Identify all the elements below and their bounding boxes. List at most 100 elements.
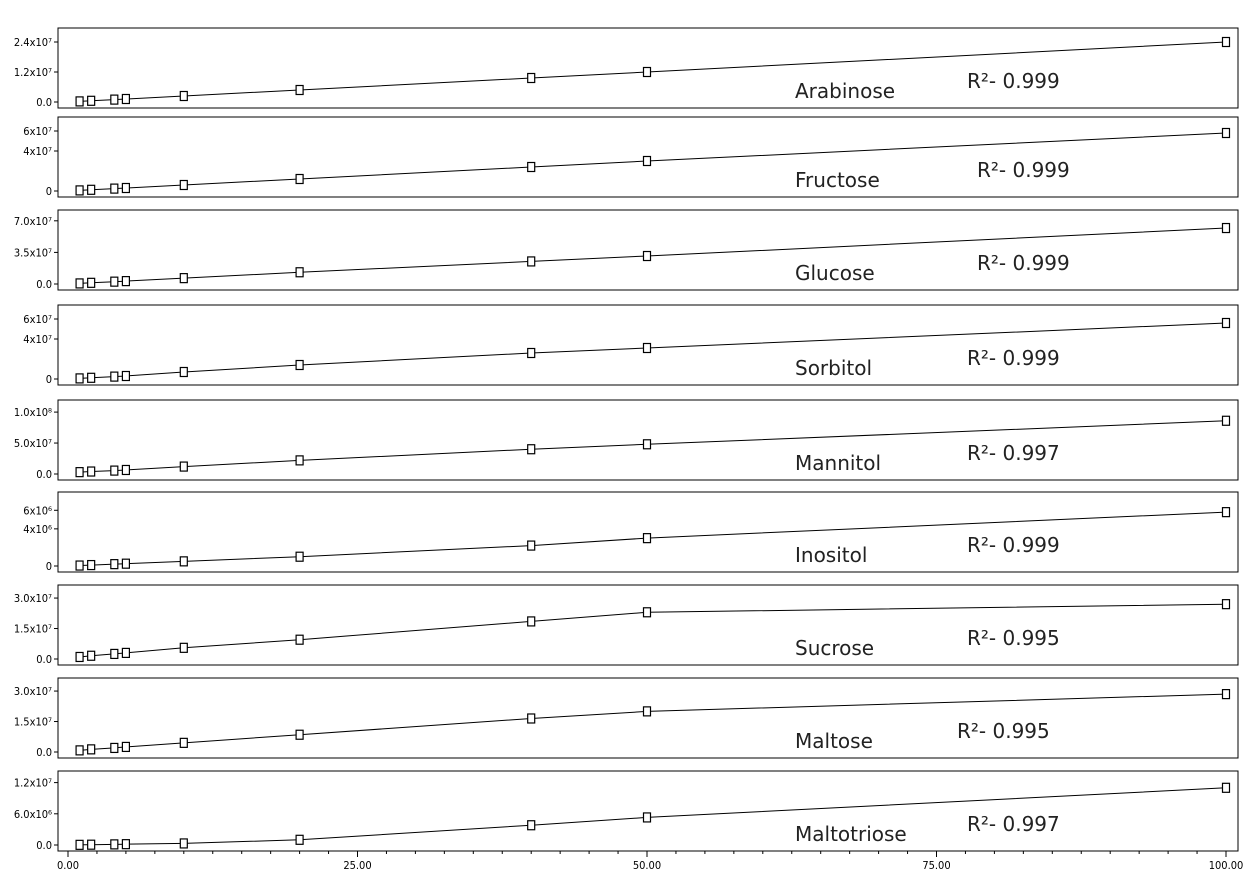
r-squared-label: R²- 0.999 (967, 533, 1060, 557)
data-point (87, 650, 96, 661)
panel-name-label: Mannitol (795, 451, 881, 475)
data-point (110, 648, 119, 660)
x-tick-label: 75.00 (922, 859, 950, 872)
data-point (179, 642, 188, 653)
panel-arabinose: 0.0 1.2x10⁷ 2.4x10⁷ Arabinose R²- 0.999 (14, 27, 1239, 109)
data-point (179, 179, 188, 191)
data-point (527, 256, 536, 267)
y-tick-label: 7.0x10⁷ (14, 215, 52, 228)
panel-name-label: Maltose (795, 729, 873, 753)
r-squared-label: R²- 0.995 (967, 626, 1060, 650)
fit-line (79, 693, 1227, 751)
data-point (179, 737, 188, 748)
x-tick-label: 0.00 (57, 859, 79, 872)
plot-frame (57, 584, 1239, 666)
data-point (295, 455, 304, 466)
data-point (179, 556, 188, 567)
panel-fructose: 0 4x10⁷ 6x10⁷ Fructose R²- 0.999 (23, 116, 1239, 198)
data-point (295, 834, 304, 845)
y-tick-label: 6x10⁶ (23, 504, 52, 517)
data-point (75, 467, 84, 478)
data-point (179, 461, 188, 472)
y-tick-label: 0.0 (36, 468, 52, 481)
data-point (1221, 127, 1231, 139)
data-point (110, 742, 119, 754)
data-point (110, 276, 119, 287)
data-point (75, 560, 84, 571)
y-tick-label: 1.2x10⁷ (14, 66, 52, 79)
panel-sucrose: 0.0 1.5x10⁷ 3.0x10⁷ Sucrose R²- 0.995 (14, 584, 1239, 666)
data-point (121, 276, 131, 287)
panel-name-label: Arabinose (795, 79, 895, 103)
data-point (1221, 415, 1231, 426)
data-point (642, 812, 652, 823)
data-point (295, 729, 304, 740)
data-point (110, 559, 119, 570)
data-point (121, 370, 131, 382)
r-squared-label: R²- 0.995 (957, 719, 1050, 743)
data-point (1221, 222, 1231, 234)
panel-mannitol: 0.0 5.0x10⁷ 1.0x10⁸ Mannitol R²- 0.997 (14, 399, 1239, 481)
y-tick-label: 0.0 (36, 96, 52, 109)
y-tick-label: 4x10⁷ (23, 145, 52, 158)
data-point (87, 95, 96, 106)
y-tick-label: 4x10⁶ (23, 523, 52, 536)
data-point (642, 155, 652, 167)
y-tick-label: 5.0x10⁷ (14, 437, 52, 450)
data-point (121, 93, 131, 105)
data-point (642, 706, 652, 717)
plot-frame (57, 304, 1239, 386)
y-tick-label: 2.4x10⁷ (14, 36, 52, 49)
data-point (121, 647, 131, 659)
data-point (75, 185, 84, 196)
data-point (295, 84, 304, 96)
data-point (75, 278, 84, 289)
data-point (179, 90, 188, 102)
r-squared-label: R²- 0.999 (967, 346, 1060, 370)
r-squared-label: R²- 0.999 (967, 69, 1060, 93)
data-point (1221, 782, 1231, 793)
x-tick-label: 50.00 (633, 859, 661, 872)
panel-glucose: 0.0 3.5x10⁷ 7.0x10⁷ Glucose R²- 0.999 (14, 209, 1239, 291)
data-point (527, 444, 536, 455)
plot-frame (57, 209, 1239, 291)
data-point (1221, 507, 1231, 518)
x-axis: 0.00 25.00 50.00 75.00 100.00 (57, 851, 1243, 872)
data-point (87, 466, 96, 477)
panel-name-label: Fructose (795, 168, 880, 192)
y-tick-label: 6x10⁷ (23, 125, 52, 138)
y-tick-label: 1.5x10⁷ (14, 623, 52, 636)
panel-name-label: Glucose (795, 261, 875, 285)
data-point (1221, 317, 1231, 329)
y-tick-label: 1.5x10⁷ (14, 716, 52, 729)
data-point (179, 273, 188, 284)
data-point (110, 371, 119, 382)
r-squared-label: R²- 0.997 (967, 441, 1060, 465)
y-tick-label: 0.0 (36, 746, 52, 759)
y-tick-label: 0 (46, 185, 52, 198)
data-point (110, 465, 119, 476)
data-point (121, 182, 131, 194)
data-point (527, 161, 536, 173)
data-point (121, 464, 131, 476)
data-point (642, 533, 652, 544)
r-squared-label: R²- 0.997 (967, 812, 1060, 836)
y-tick-label: 6x10⁷ (23, 313, 52, 326)
panel-inositol: 0 4x10⁶ 6x10⁶ Inositol R²- 0.999 (23, 491, 1239, 573)
data-point (527, 540, 536, 551)
data-point (642, 66, 652, 78)
data-point (87, 744, 96, 755)
data-point (121, 839, 131, 850)
data-point (1221, 689, 1231, 700)
data-point (642, 342, 652, 354)
data-point (179, 838, 188, 849)
panel-name-label: Sorbitol (795, 356, 872, 380)
plot-frame (57, 677, 1239, 759)
data-point (295, 634, 304, 645)
data-point (1221, 599, 1231, 610)
data-point (75, 96, 84, 107)
data-point (87, 559, 96, 571)
panel-name-label: Sucrose (795, 636, 874, 660)
